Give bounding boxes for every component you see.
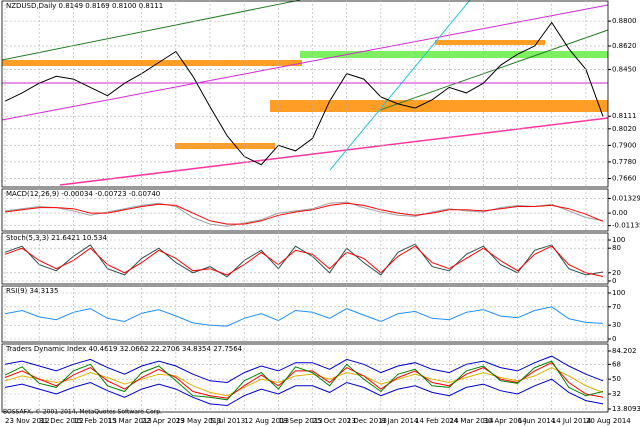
y-tick-label: 0.7900 bbox=[612, 141, 637, 149]
series-line bbox=[4, 360, 604, 401]
y-tick-label: 70 bbox=[612, 303, 621, 311]
panel-title: Traders Dynamic Index 40.4619 32.0662 22… bbox=[5, 345, 243, 353]
y-tick-label: 0.8450 bbox=[612, 65, 637, 73]
x-tick-label: 12 Aug 2013 bbox=[244, 417, 289, 425]
y-tick-label: 30 bbox=[612, 321, 621, 329]
y-tick-label: 80 bbox=[612, 244, 621, 252]
y-tick-label: 13.8093 bbox=[612, 405, 640, 413]
x-tick-label: 8 Jan 2014 bbox=[381, 417, 419, 425]
x-tick-label: 15 Feb 2013 bbox=[73, 417, 117, 425]
y-tick-label: 50 bbox=[612, 375, 621, 383]
trend-line bbox=[1, 4, 609, 121]
panel-frame bbox=[1, 343, 609, 413]
y-tick-label: 0.00 bbox=[612, 209, 628, 217]
y-tick-label: 100 bbox=[612, 289, 625, 297]
zone bbox=[435, 40, 545, 45]
y-tick-label: 0.7660 bbox=[612, 174, 637, 182]
series-line bbox=[4, 367, 604, 397]
trend-line bbox=[379, 29, 609, 111]
x-tick-label: 14 Jul 2014 bbox=[552, 417, 592, 425]
y-tick-label: -0.01135 bbox=[612, 222, 640, 230]
y-tick-label: 0.8620 bbox=[612, 42, 637, 50]
y-tick-label: 0.8800 bbox=[612, 17, 637, 25]
series-line bbox=[4, 378, 604, 407]
x-tick-label: 20 Aug 2014 bbox=[586, 417, 631, 425]
x-tick-label: 15 Mar 2013 bbox=[108, 417, 152, 425]
zone bbox=[300, 51, 608, 58]
zone bbox=[175, 143, 275, 149]
x-tick-label: 29 May 2013 bbox=[176, 417, 222, 425]
zone bbox=[270, 100, 608, 112]
y-tick-label: 68 bbox=[612, 360, 621, 368]
trend-line bbox=[329, 0, 471, 171]
y-tick-label: 0 bbox=[612, 277, 616, 285]
x-tick-label: 14 Feb 2014 bbox=[415, 417, 459, 425]
y-tick-label: 0 bbox=[612, 335, 616, 343]
series-line bbox=[4, 355, 604, 384]
y-tick-label: 32 bbox=[612, 390, 621, 398]
x-tick-label: 6 Jun 2014 bbox=[518, 417, 556, 425]
zone bbox=[2, 60, 302, 66]
panel-frame bbox=[1, 0, 609, 188]
panel-frame bbox=[1, 285, 609, 343]
x-tick-label: 2 Dec 2013 bbox=[347, 417, 387, 425]
panel-frame bbox=[1, 188, 609, 232]
y-tick-label: 20 bbox=[612, 269, 621, 277]
panel-frame bbox=[1, 232, 609, 285]
x-tick-label: 30 Apr 2014 bbox=[483, 417, 527, 425]
series-line bbox=[4, 202, 604, 225]
panel-title: Stoch(5,3,3) 21.6421 10.534 bbox=[6, 234, 107, 242]
panel-title: NZDUSD,Daily 0.8149 0.8169 0.8100 0.8111 bbox=[6, 2, 163, 10]
x-tick-label: 18 Sep 2013 bbox=[278, 417, 322, 425]
panel-title: MACD(12,26,9) -0.00034 -0.00723 -0.00740 bbox=[6, 190, 160, 198]
y-tick-label: 84.202 bbox=[612, 347, 637, 355]
series-line bbox=[4, 21, 604, 166]
x-tick-label: 5 Jul 2013 bbox=[210, 417, 245, 425]
x-tick-label: 25 Oct 2013 bbox=[313, 417, 356, 425]
series-line bbox=[4, 362, 604, 399]
trend-line bbox=[1, 0, 301, 61]
drawings bbox=[1, 0, 609, 186]
series-line bbox=[4, 243, 604, 278]
panel-title: RSI(9) 34.3135 bbox=[6, 287, 58, 295]
y-tick-label: 0.8020 bbox=[612, 125, 637, 133]
x-tick-label: 22 Apr 2013 bbox=[142, 417, 185, 425]
y-tick-label: 0.01329 bbox=[612, 194, 640, 202]
series-line bbox=[4, 201, 604, 227]
trend-line bbox=[59, 117, 609, 186]
x-tick-label: 24 Mar 2014 bbox=[449, 417, 494, 425]
y-tick-label: 100 bbox=[612, 236, 625, 244]
y-tick-label: 0.8111 bbox=[612, 112, 637, 120]
series-line bbox=[4, 245, 604, 277]
y-tick-label: 0.7780 bbox=[612, 158, 637, 166]
series-line bbox=[4, 306, 604, 327]
x-tick-label: 31 Dec 2012 bbox=[39, 417, 84, 425]
x-tick-label: 23 Nov 2012 bbox=[5, 417, 50, 425]
